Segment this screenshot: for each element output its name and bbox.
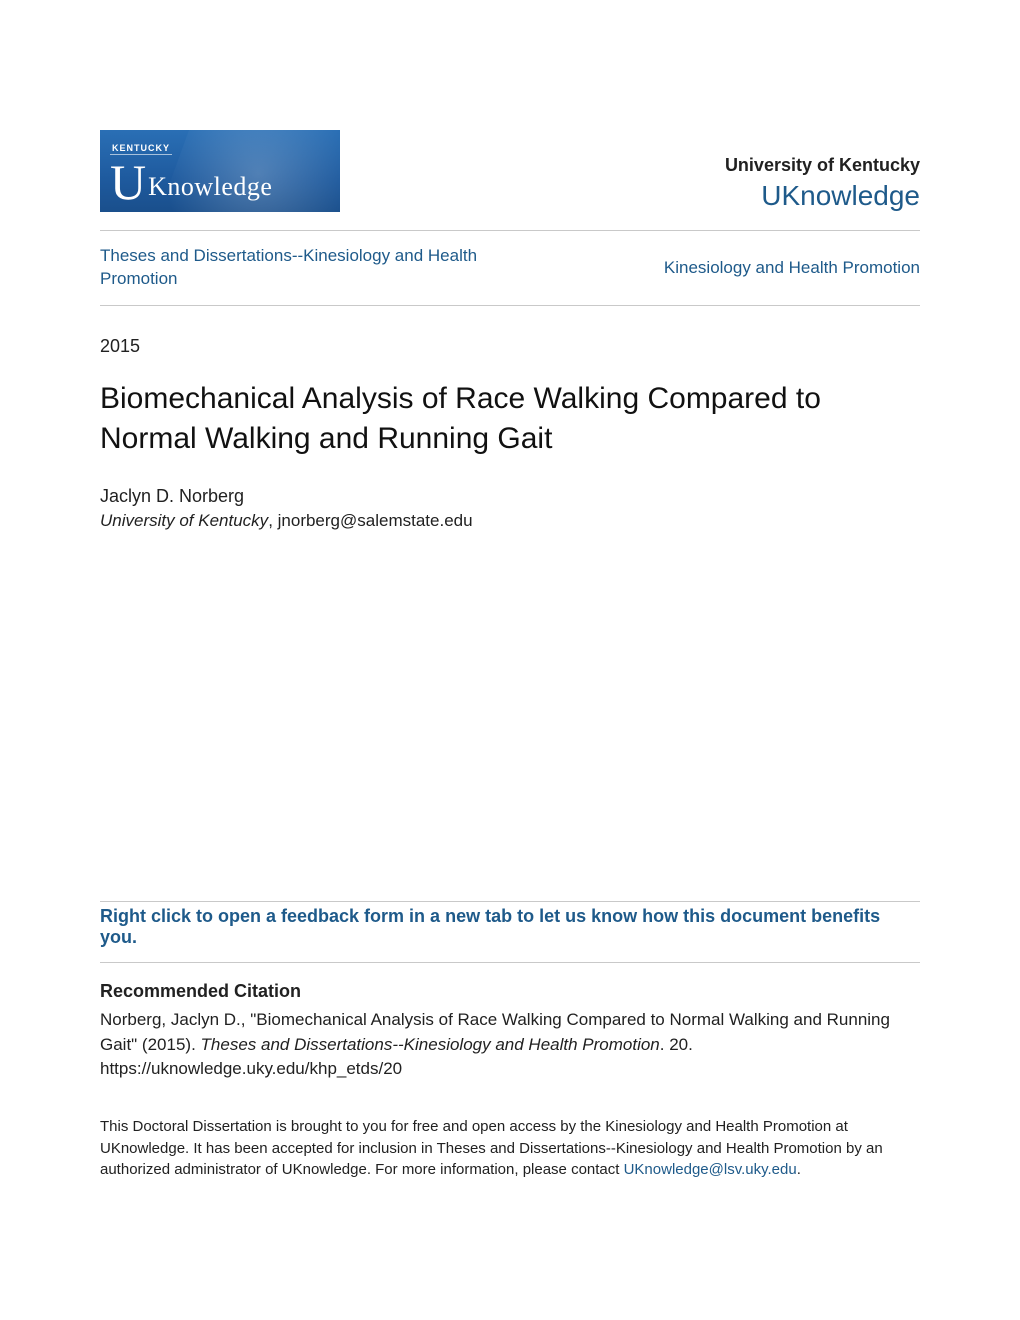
footer-note: This Doctoral Dissertation is brought to…: [100, 1116, 920, 1181]
author-name: Jaclyn D. Norberg: [100, 486, 920, 507]
uknowledge-logo[interactable]: KENTUCKY U Knowledge: [100, 130, 340, 212]
collection-left-link[interactable]: Theses and Dissertations--Kinesiology an…: [100, 245, 480, 291]
logo-wordmark: Knowledge: [148, 174, 272, 200]
document-title: Biomechanical Analysis of Race Walking C…: [100, 379, 920, 460]
feedback-link[interactable]: Right click to open a feedback form in a…: [100, 902, 920, 962]
collection-right-link[interactable]: Kinesiology and Health Promotion: [664, 258, 920, 278]
feedback-block: Right click to open a feedback form in a…: [100, 901, 920, 963]
institution-block: University of Kentucky UKnowledge: [725, 155, 920, 212]
author-email: , jnorberg@salemstate.edu: [268, 511, 472, 530]
footer-contact-link[interactable]: UKnowledge@lsv.uky.edu: [624, 1161, 797, 1178]
citation-heading: Recommended Citation: [100, 981, 920, 1002]
publication-year: 2015: [100, 336, 920, 357]
author-affiliation-line: University of Kentucky, jnorberg@salemst…: [100, 511, 920, 531]
citation-series: Theses and Dissertations--Kinesiology an…: [201, 1035, 660, 1054]
divider: [100, 962, 920, 963]
logo-wordmark-line: U Knowledge: [110, 157, 330, 207]
repository-link[interactable]: UKnowledge: [761, 180, 920, 211]
author-affiliation: University of Kentucky: [100, 511, 268, 530]
citation-url: https://uknowledge.uky.edu/khp_etds/20: [100, 1059, 402, 1078]
institution-name: University of Kentucky: [725, 155, 920, 176]
citation-post: . 20.: [660, 1035, 693, 1054]
logo-big-u: U: [110, 157, 146, 207]
header-row: KENTUCKY U Knowledge University of Kentu…: [100, 130, 920, 212]
footer-text-post: .: [797, 1161, 801, 1178]
divider: [100, 305, 920, 306]
collections-row: Theses and Dissertations--Kinesiology an…: [100, 231, 920, 305]
citation-body: Norberg, Jaclyn D., "Biomechanical Analy…: [100, 1008, 920, 1082]
